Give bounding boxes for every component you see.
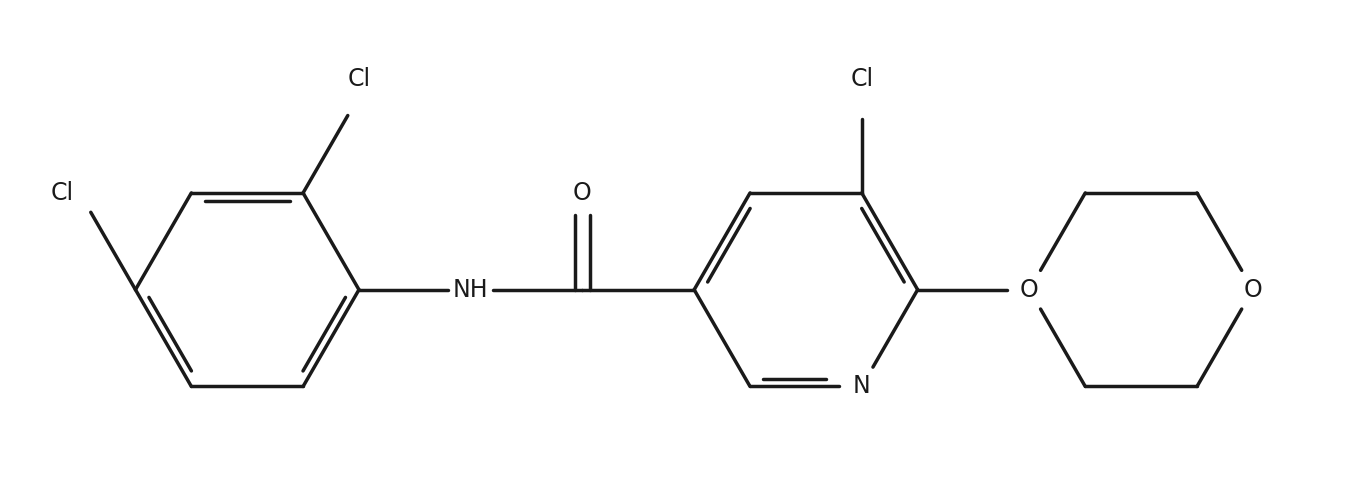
Text: NH: NH xyxy=(454,278,489,302)
Text: O: O xyxy=(574,181,591,205)
Text: O: O xyxy=(1243,278,1262,302)
Text: N: N xyxy=(852,374,870,398)
Text: O: O xyxy=(1020,278,1038,302)
Text: Cl: Cl xyxy=(347,67,370,91)
Text: Cl: Cl xyxy=(51,181,74,205)
Text: Cl: Cl xyxy=(850,67,873,91)
